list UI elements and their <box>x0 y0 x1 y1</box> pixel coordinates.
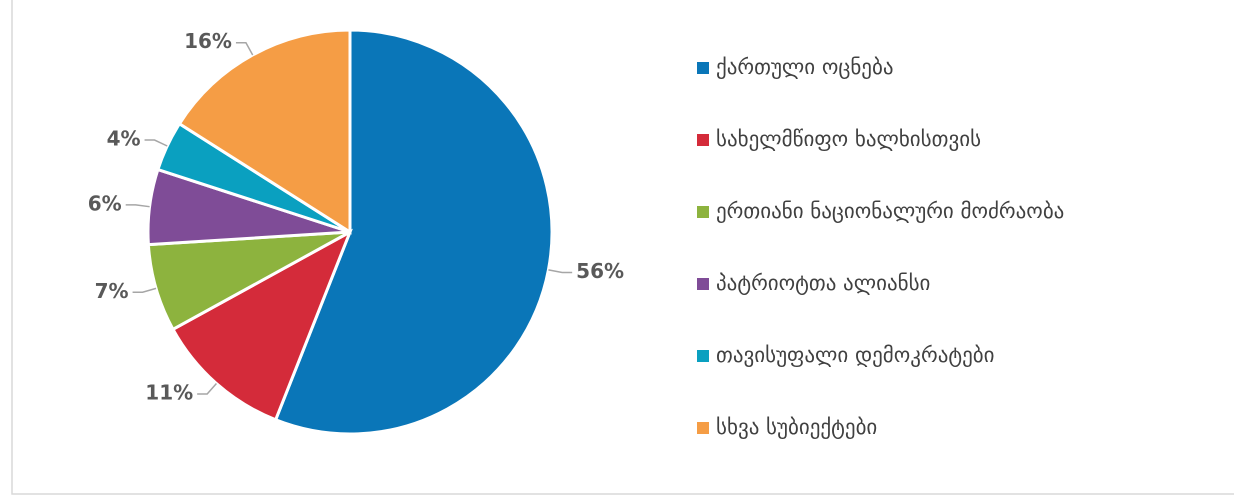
data-label: 11% <box>145 381 193 405</box>
chart-border <box>11 0 1234 495</box>
pie-slice <box>273 28 554 436</box>
pie-slice <box>177 28 352 235</box>
legend-marker <box>697 350 709 362</box>
data-label: 56% <box>576 259 624 283</box>
data-label: 6% <box>88 191 122 215</box>
legend-label: პატრიოტთა ალიანსი <box>716 271 930 295</box>
legend-label: სხვა სუბიექტები <box>716 415 877 439</box>
leader-line <box>197 383 217 395</box>
legend-label: ქართული ოცნება <box>716 55 894 79</box>
legend-label: ერთიანი ნაციონალური მოძრაობა <box>716 199 1064 223</box>
legend-label: თავისუფალი დემოკრატები <box>716 343 995 367</box>
data-label: 7% <box>95 279 129 303</box>
legend-marker <box>697 422 709 434</box>
leader-line <box>132 287 157 294</box>
leader-line <box>125 204 150 208</box>
legend-marker <box>697 278 709 290</box>
legend-marker <box>697 206 709 218</box>
legend-marker <box>697 62 709 74</box>
data-label: 4% <box>107 127 141 151</box>
leader-line <box>144 139 168 147</box>
legend-label: სახელმწიფო ხალხისთვის <box>716 127 981 151</box>
leader-line <box>548 269 573 274</box>
data-label: 16% <box>184 29 232 53</box>
legend-marker <box>697 134 709 146</box>
leader-line <box>235 41 254 56</box>
